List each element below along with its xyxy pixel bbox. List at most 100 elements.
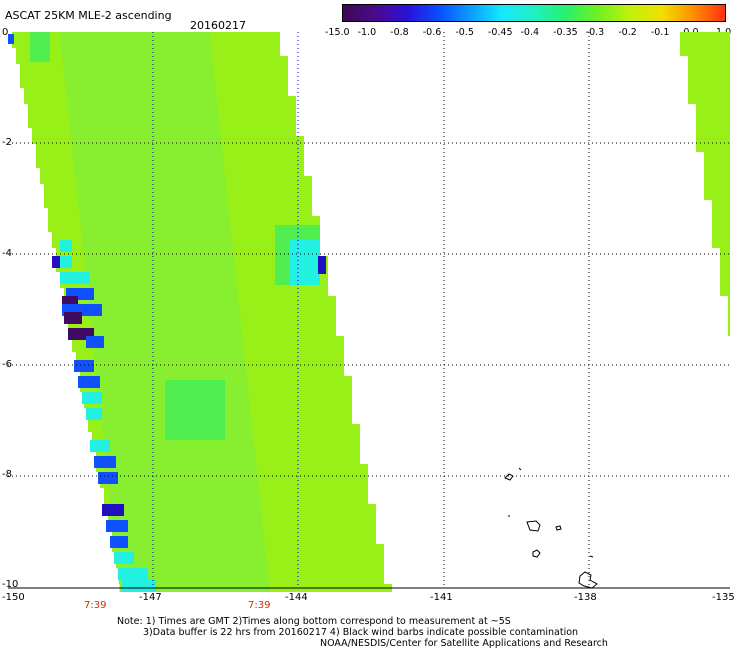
swath-band — [84, 256, 235, 264]
swath-band — [87, 288, 238, 296]
swath-band — [104, 440, 255, 448]
swath-blob — [318, 256, 326, 274]
swath-band — [79, 216, 230, 224]
colorbar-tick-label: -0.8 — [390, 27, 409, 38]
swath-edge — [60, 272, 90, 284]
time-label: 7:39 — [84, 600, 107, 611]
swath-row — [712, 240, 730, 248]
lat-label-4: -4 — [2, 248, 12, 259]
colorbar-tick-label: -0.45 — [487, 27, 513, 38]
colorbar-tick-label: -0.35 — [553, 27, 578, 38]
colorbar-tick-label: -0.3 — [585, 27, 605, 38]
swath-right — [680, 32, 730, 336]
swath-blob — [30, 32, 50, 62]
swath-row — [688, 96, 730, 104]
swath-band — [69, 120, 220, 128]
swath-band — [61, 48, 212, 56]
colorbar-tick-label: -0.5 — [455, 27, 474, 38]
lat-label-8: -8 — [2, 469, 12, 480]
swath-row — [696, 144, 730, 152]
swath-band — [117, 568, 268, 576]
lon-label-144: -144 — [285, 592, 308, 603]
island — [532, 549, 541, 558]
swath-row — [704, 192, 730, 200]
swath-edge — [8, 34, 14, 44]
swath-band — [60, 32, 210, 40]
swath-band — [106, 464, 257, 472]
swath-band — [85, 264, 236, 272]
swath-row — [688, 56, 730, 64]
swath-row — [704, 160, 730, 168]
swath-edge — [102, 504, 124, 516]
swath-band — [76, 184, 227, 192]
swath-band — [90, 312, 241, 320]
swath-band — [82, 240, 233, 248]
swath-row — [720, 248, 730, 256]
swath-band — [81, 232, 232, 240]
swath-row — [712, 232, 730, 240]
swath-band — [116, 560, 267, 568]
swath-edge — [82, 392, 102, 404]
colorbar-tick-label: -15.0 — [325, 27, 350, 38]
swath-band — [86, 280, 237, 288]
swath-row — [728, 320, 730, 328]
swath-row — [704, 184, 730, 192]
swath-band — [85, 272, 236, 280]
map-date: 20160217 — [190, 19, 246, 32]
swath-edge — [74, 360, 94, 372]
swath-edge — [78, 376, 100, 388]
swath-band — [107, 472, 258, 480]
swath-band — [78, 208, 229, 216]
swath-edge — [86, 336, 104, 348]
swath-row — [720, 272, 730, 280]
swath-row — [696, 128, 730, 136]
swath-band — [63, 64, 214, 72]
swath-band — [105, 456, 256, 464]
swath-band — [71, 136, 222, 144]
swath-band — [83, 248, 234, 256]
swath-edge — [64, 312, 82, 324]
swath-row — [688, 80, 730, 88]
swath-edge — [114, 552, 134, 564]
swath-band — [95, 360, 246, 368]
island — [555, 525, 562, 531]
swath-band — [93, 344, 244, 352]
colorbar — [342, 4, 726, 22]
swath-band — [104, 448, 255, 456]
swath-row — [704, 152, 730, 160]
swath-edge — [106, 520, 128, 532]
swath-band — [75, 176, 226, 184]
swath-band — [62, 56, 213, 64]
swath-band — [116, 552, 267, 560]
swath-row — [712, 224, 730, 232]
swath-edge — [86, 408, 102, 420]
swath-row — [696, 120, 730, 128]
swath-band — [91, 320, 242, 328]
swath-band — [114, 536, 265, 544]
swath-edge — [98, 472, 118, 484]
swath-row — [712, 216, 730, 224]
lat-label-2: -2 — [2, 137, 12, 148]
swath-band — [60, 40, 211, 48]
swath-band — [72, 144, 223, 152]
colorbar-tick-label: -0.2 — [618, 27, 637, 38]
colorbar-tick-label: -0.6 — [422, 27, 442, 38]
lon-label-141: -141 — [430, 592, 453, 603]
note-line-1: Note: 1) Times are GMT 2)Times along bot… — [117, 616, 511, 627]
swath-band — [110, 504, 261, 512]
lon-label-147: -147 — [139, 592, 162, 603]
swath-band — [68, 112, 219, 120]
islands — [504, 467, 598, 589]
swath-blob — [290, 240, 320, 285]
swath-left — [8, 32, 392, 592]
swath-row — [728, 304, 730, 312]
swath-row — [680, 48, 730, 56]
island — [526, 520, 541, 532]
island — [589, 555, 594, 558]
lat-label-6: -6 — [2, 359, 12, 370]
swath-row — [704, 176, 730, 184]
swath-row — [688, 88, 730, 96]
swath-blob — [165, 380, 225, 440]
swath-row — [728, 312, 730, 320]
